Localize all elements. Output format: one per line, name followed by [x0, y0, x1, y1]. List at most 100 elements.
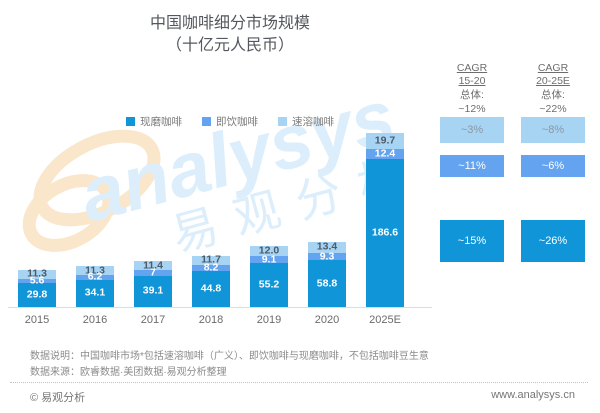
- bar-segment-即饮咖啡-2019: 9.1: [250, 254, 288, 265]
- x-axis-label-2020: 2020: [314, 314, 340, 326]
- bar-segment-即饮咖啡-2025E: 12.4: [366, 148, 404, 159]
- segment-value-label: 34.1: [84, 286, 106, 299]
- bar-segment-即饮咖啡-2015: 5.6: [18, 275, 56, 286]
- stacked-bar-2019: 12.0 9.1 55.2: [250, 245, 288, 307]
- bar-segment-现磨咖啡-2017: 39.1: [134, 275, 172, 307]
- bar-segment-速溶咖啡-2020: 13.4: [308, 241, 346, 253]
- segment-value-label: 9.3: [319, 250, 335, 262]
- bar-column-2015: 11.3 5.6 29.8 2015: [8, 132, 66, 326]
- chart-legend: 现磨咖啡 即饮咖啡 速溶咖啡: [28, 114, 432, 129]
- segment-value-label: 7: [150, 266, 156, 279]
- legend-item-1: 即饮咖啡: [202, 114, 258, 129]
- x-axis-label-2017: 2017: [140, 314, 166, 326]
- cagr-box-rtd-20-25E: ~6%: [521, 155, 585, 177]
- segment-value-label: 9.1: [261, 253, 277, 266]
- x-axis-label-2015: 2015: [24, 314, 50, 326]
- segment-value-label: 8.2: [203, 261, 219, 274]
- stacked-bar-2020: 13.4 9.3 58.8: [308, 241, 346, 307]
- plot-area: 11.3 5.6 29.8 2015 11.3 6.2 34.1 2016 11.4 7 39.1 2…: [8, 132, 414, 326]
- bar-column-2020: 13.4 9.3 58.8 2020: [298, 132, 356, 326]
- legend-item-2: 速溶咖啡: [278, 114, 334, 129]
- chart-title-line1: 中国咖啡细分市场规模: [149, 15, 310, 32]
- stacked-bar-2015: 11.3 5.6 29.8: [18, 268, 56, 307]
- data-notes: 数据说明：中国咖啡市场*包括速溶咖啡（广义）、即饮咖啡与现磨咖啡，不包括咖啡豆生…: [30, 349, 429, 381]
- bar-segment-即饮咖啡-2017: 7: [134, 267, 172, 278]
- stacked-bar-2017: 11.4 7 39.1: [134, 260, 172, 307]
- segment-value-label: 5.6: [29, 274, 45, 287]
- segment-value-label: 44.8: [200, 282, 222, 295]
- segment-value-label: 6.2: [87, 270, 103, 283]
- segment-value-label: 11.3: [27, 267, 47, 280]
- x-axis-label-2018: 2018: [198, 314, 224, 326]
- segment-value-label: 58.8: [316, 277, 338, 290]
- cagr-overall-label: 总体:: [460, 89, 484, 101]
- x-axis-label-2016: 2016: [82, 314, 108, 326]
- segment-value-label: 11.3: [85, 264, 105, 277]
- legend-swatch-icon: [278, 117, 287, 126]
- chart-title-line2: （十亿元人民币）: [165, 37, 294, 54]
- legend-item-0: 现磨咖啡: [126, 114, 182, 129]
- segment-value-label: 39.1: [142, 284, 164, 297]
- data-note-description: 数据说明：中国咖啡市场*包括速溶咖啡（广义）、即饮咖啡与现磨咖啡，不包括咖啡豆生…: [30, 351, 429, 362]
- segment-value-label: 186.6: [371, 226, 399, 239]
- bar-column-2025E: 19.7 12.4 186.6 2025E: [356, 132, 414, 326]
- cagr-box-fresh-20-25E: ~26%: [521, 220, 585, 262]
- x-axis-line: [8, 307, 432, 308]
- bar-segment-速溶咖啡-2018: 11.7: [192, 254, 230, 265]
- stacked-bar-2016: 11.3 6.2 34.1: [76, 265, 114, 307]
- bar-segment-速溶咖啡-2025E: 19.7: [366, 132, 404, 149]
- bar-column-2017: 11.4 7 39.1 2017: [124, 132, 182, 326]
- cagr-box-instant-20-25E: ~8%: [521, 117, 585, 143]
- cagr-header-15-20: CAGR 15-20 总体: ~12%: [440, 62, 504, 116]
- bar-segment-速溶咖啡-2019: 12.0: [250, 245, 288, 256]
- segment-value-label: 55.2: [258, 278, 280, 291]
- cagr-header-title: CAGR: [537, 62, 569, 74]
- footer-divider: [10, 382, 588, 383]
- bar-segment-现磨咖啡-2025E: 186.6: [366, 158, 404, 307]
- cagr-box-fresh-15-20: ~15%: [440, 220, 504, 262]
- bar-column-2019: 12.0 9.1 55.2 2019: [240, 132, 298, 326]
- cagr-box-rtd-15-20: ~11%: [440, 155, 504, 177]
- legend-label: 速溶咖啡: [292, 116, 334, 128]
- segment-value-label: 12.4: [374, 147, 396, 160]
- bar-column-2018: 11.7 8.2 44.8 2018: [182, 132, 240, 326]
- bar-segment-即饮咖啡-2016: 6.2: [76, 271, 114, 282]
- cagr-overall-value: ~22%: [539, 103, 567, 115]
- cagr-header-20-25E: CAGR 20-25E 总体: ~22%: [521, 62, 585, 116]
- legend-swatch-icon: [202, 117, 211, 126]
- segment-value-label: 11.4: [143, 259, 163, 272]
- footer-website-link[interactable]: www.analysys.cn: [491, 389, 575, 401]
- bar-segment-现磨咖啡-2020: 58.8: [308, 260, 346, 307]
- bar-segment-即饮咖啡-2020: 9.3: [308, 251, 346, 262]
- bar-segment-即饮咖啡-2018: 8.2: [192, 262, 230, 273]
- bar-segment-现磨咖啡-2015: 29.8: [18, 283, 56, 307]
- cagr-overall-value: ~12%: [458, 103, 486, 115]
- segment-value-label: 19.7: [374, 134, 396, 147]
- cagr-column-15-20: CAGR 15-20 总体: ~12% ~3% ~11% ~15%: [440, 62, 504, 267]
- stacked-bar-2018: 11.7 8.2 44.8: [192, 254, 230, 307]
- cagr-box-instant-15-20: ~3%: [440, 117, 504, 143]
- bar-segment-现磨咖啡-2018: 44.8: [192, 271, 230, 307]
- segment-value-label: 12.0: [258, 244, 280, 257]
- x-axis-label-2019: 2019: [256, 314, 282, 326]
- footer-copyright: © 易观分析: [30, 392, 86, 404]
- cagr-overall-label: 总体:: [541, 89, 565, 101]
- bar-segment-速溶咖啡-2016: 11.3: [76, 265, 114, 276]
- segment-value-label: 29.8: [26, 288, 48, 301]
- bar-segment-现磨咖啡-2019: 55.2: [250, 263, 288, 307]
- legend-label: 即饮咖啡: [216, 116, 258, 128]
- cagr-header-period: 15-20: [458, 75, 486, 87]
- legend-swatch-icon: [126, 117, 135, 126]
- x-axis-label-2025E: 2025E: [369, 314, 401, 326]
- segment-value-label: 13.4: [316, 240, 338, 253]
- cagr-header-period: 20-25E: [536, 75, 570, 87]
- chart-title: 中国咖啡细分市场规模 （十亿元人民币）: [28, 13, 432, 57]
- cagr-header-title: CAGR: [456, 62, 488, 74]
- bar-column-2016: 11.3 6.2 34.1 2016: [66, 132, 124, 326]
- data-note-source: 数据来源：欧睿数据·美团数据·易观分析整理: [30, 367, 227, 378]
- segment-value-label: 11.7: [201, 253, 221, 266]
- bar-segment-速溶咖啡-2015: 11.3: [18, 268, 56, 279]
- stacked-bar-2025E: 19.7 12.4 186.6: [366, 132, 404, 307]
- cagr-column-20-25E: CAGR 20-25E 总体: ~22% ~8% ~6% ~26%: [521, 62, 585, 267]
